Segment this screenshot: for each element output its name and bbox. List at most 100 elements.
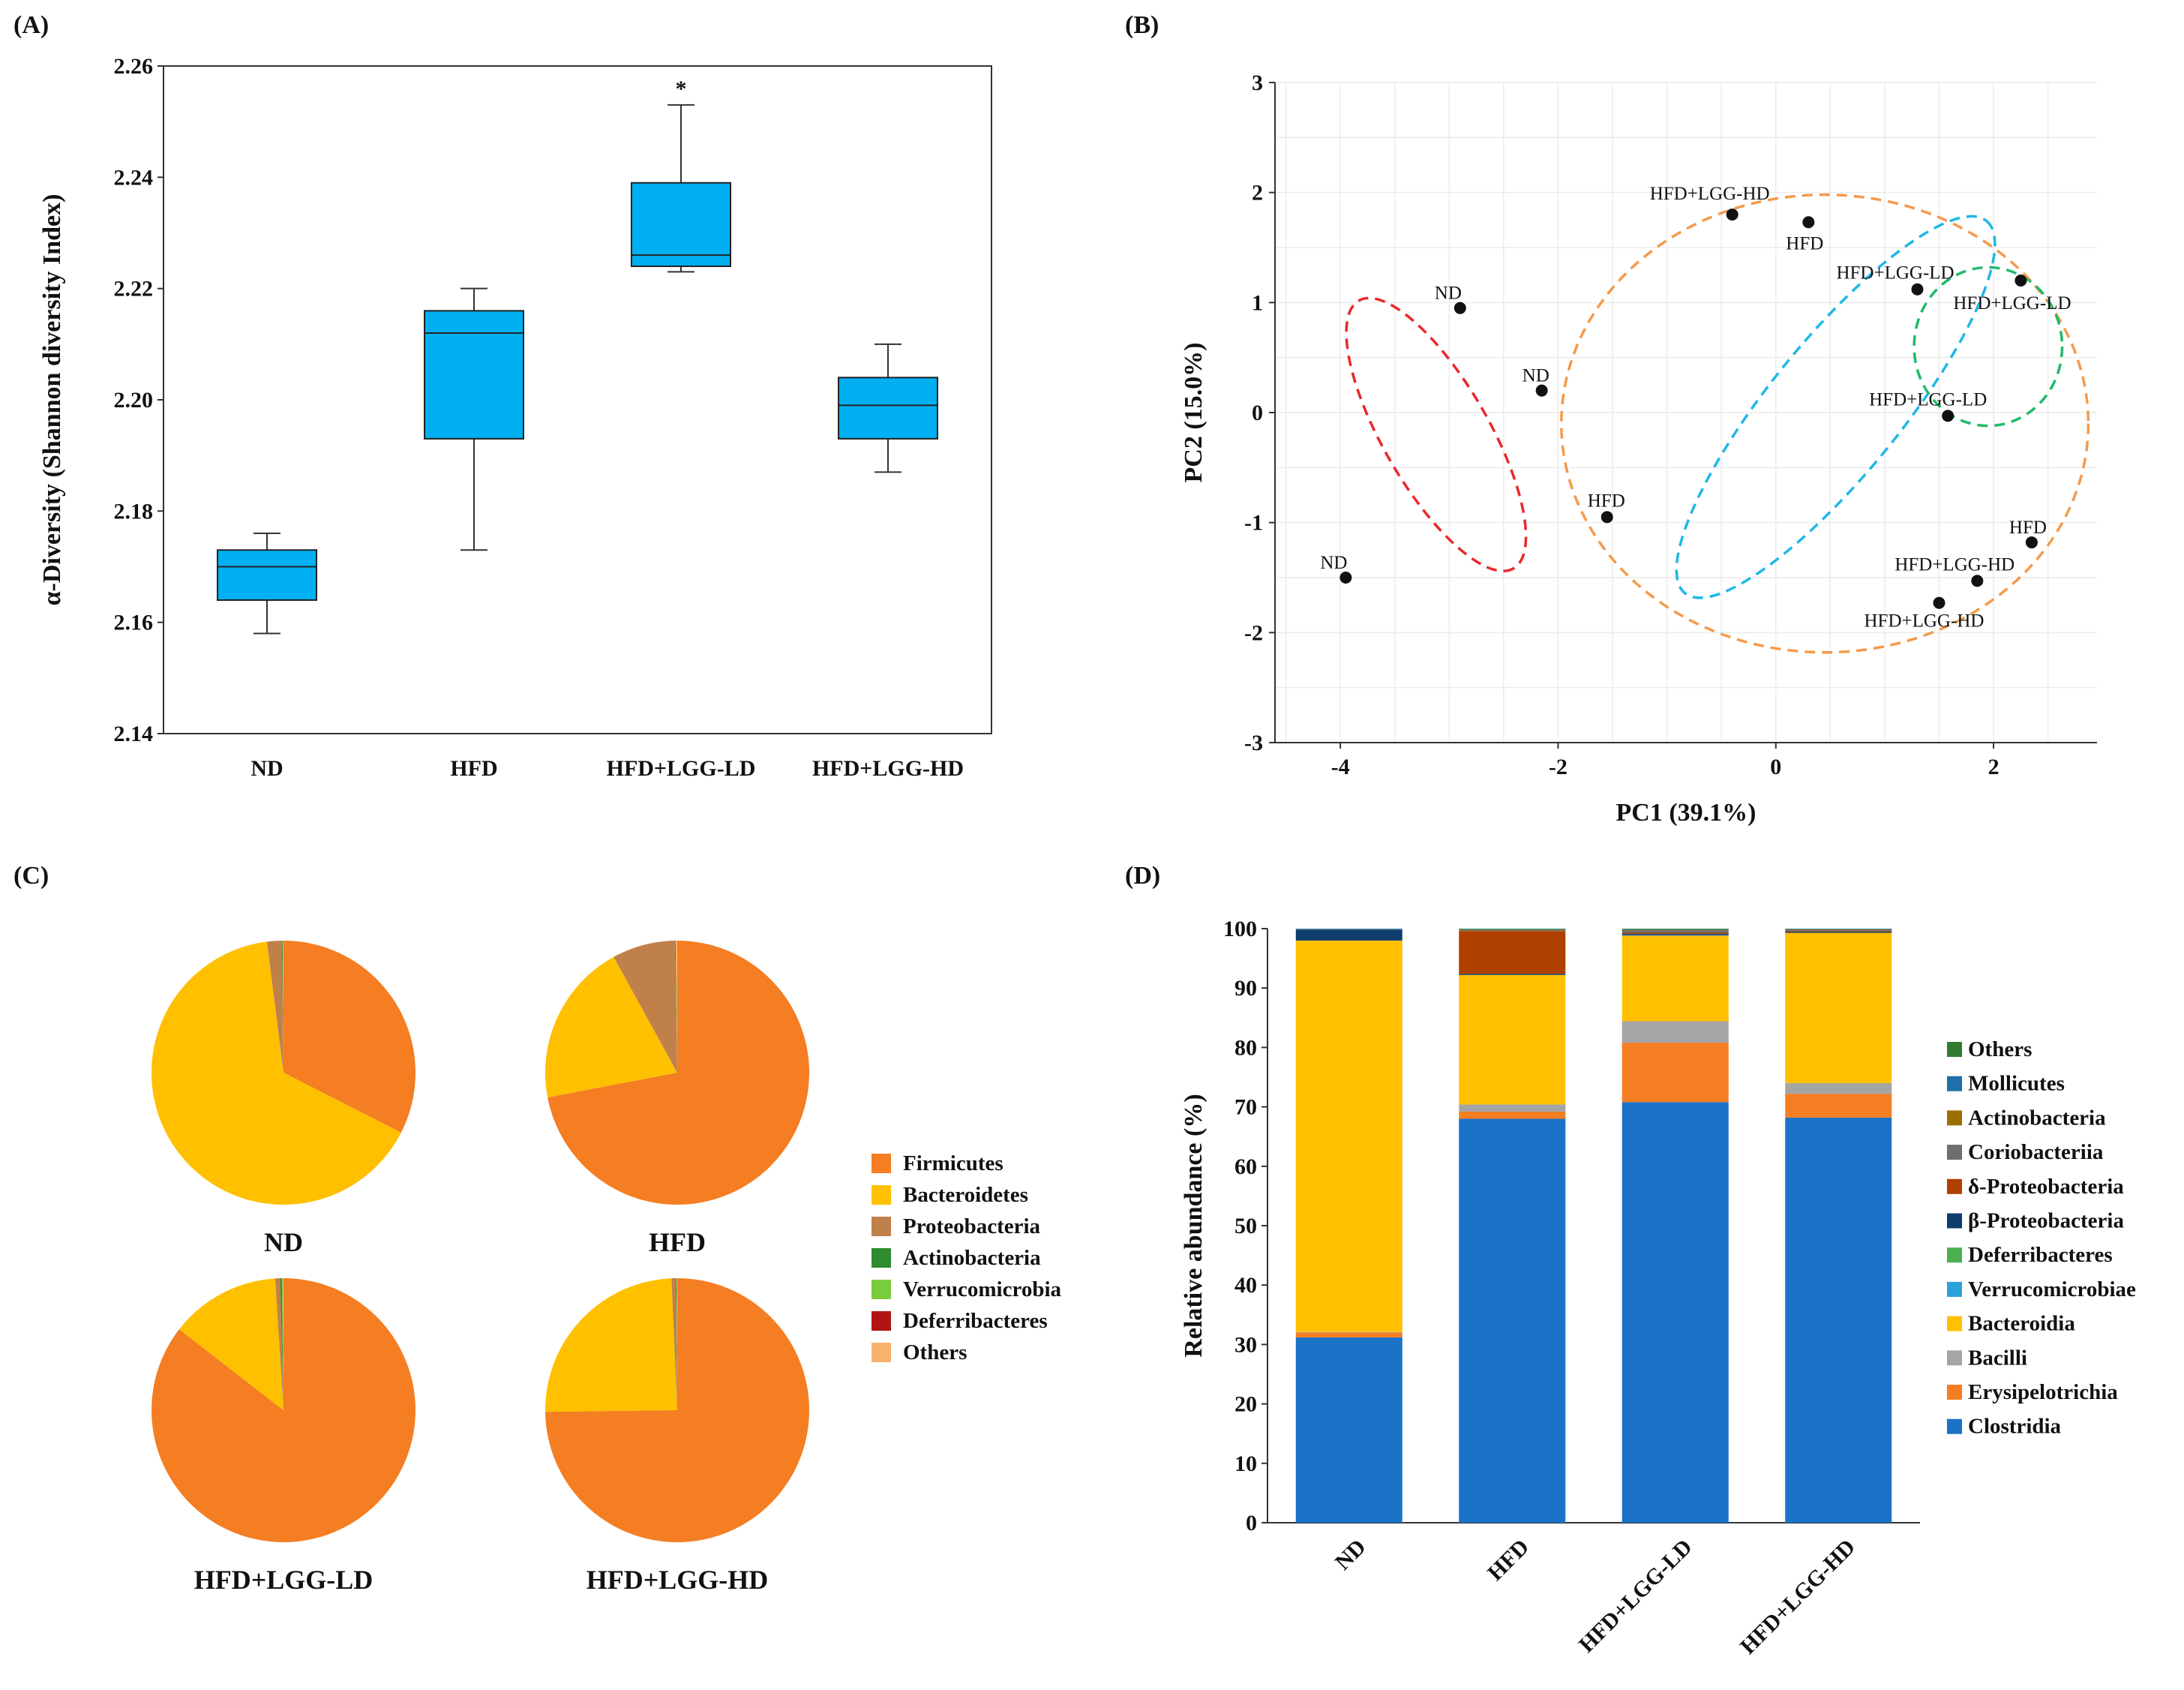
bar-segment-7	[1459, 931, 1566, 974]
bar-segment-9	[1622, 929, 1729, 931]
bar-segment-6	[1295, 929, 1402, 941]
pie-slice-0-0	[284, 941, 416, 1133]
legend-swatch	[872, 1154, 891, 1173]
bar-segment-1	[1622, 1043, 1729, 1103]
panel-d-stacked-bar: 0 10 20 30 40 50 60 70 80 90 100 ND HFD HFD+LGG-LD HFD…	[1180, 917, 2136, 1659]
bar-segment-7	[1622, 932, 1729, 935]
y-tick-label: 20	[1234, 1392, 1257, 1417]
bar-segment-3	[1785, 932, 1892, 1083]
y-tick-label: 0	[1252, 401, 1263, 425]
x-category-label: ND	[1330, 1535, 1371, 1575]
legend-label: Deferribacteres	[1968, 1243, 2113, 1267]
scatter-point	[1340, 572, 1352, 584]
x-category-label: HFD+LGG-LD	[607, 756, 756, 781]
bar-segment-0	[1295, 1337, 1402, 1523]
legend-swatch	[872, 1280, 891, 1299]
pie-slice-2-6	[282, 1278, 284, 1410]
pie-title: HFD	[649, 1227, 706, 1257]
legend-label: δ-Proteobacteria	[1968, 1175, 2124, 1199]
point-label: ND	[1522, 366, 1550, 386]
bar-segment-6	[1622, 934, 1729, 935]
y-tick-label: -2	[1244, 620, 1263, 645]
x-category-label: HFD	[450, 756, 497, 781]
legend-swatch	[1947, 1076, 1962, 1091]
bar-segment-1	[1295, 1332, 1402, 1337]
scatter-point	[1971, 575, 1984, 587]
y-tick-label: 30	[1234, 1332, 1257, 1357]
panel-label-b: (B)	[1125, 11, 1159, 39]
bar-segment-8	[1295, 929, 1402, 930]
y-tick-label: 2.18	[114, 499, 154, 524]
pie-slice-2-0	[152, 1278, 416, 1542]
x-tick-label: -2	[1549, 755, 1568, 779]
y-tick-label: 1	[1252, 290, 1263, 315]
legend-label: Actinobacteria	[1968, 1106, 2106, 1130]
x-category-label: HFD+LGG-HD	[1736, 1535, 1860, 1659]
bar-segment-8	[1459, 930, 1566, 932]
legend-label: Actinobacteria	[903, 1246, 1041, 1270]
scatter-point	[1600, 511, 1613, 524]
legend-swatch	[1947, 1418, 1962, 1434]
pie-slice-1-3	[674, 941, 677, 1073]
pie-slice-3-6	[676, 1278, 677, 1410]
bar-segment-9	[1459, 929, 1566, 931]
bar-segment-2	[1622, 1021, 1729, 1043]
legend-swatch	[872, 1185, 891, 1205]
legend-label: Bacteroidia	[1968, 1312, 2075, 1336]
pie-slice-2-2	[274, 1278, 284, 1410]
legend-swatch	[1947, 1316, 1962, 1331]
y-axis-label: α-Diversity (Shannon diversity Index)	[38, 194, 66, 606]
legend-swatch	[1947, 1281, 1962, 1297]
pie-slice-1-2	[614, 941, 677, 1073]
box-1	[424, 310, 524, 440]
legend-label: Deferribacteres	[903, 1309, 1048, 1333]
bar-segment-0	[1785, 1117, 1892, 1523]
y-tick-label: 2.20	[114, 388, 154, 413]
legend-swatch	[1947, 1042, 1962, 1057]
box-3	[838, 377, 938, 440]
pie-title: ND	[264, 1227, 303, 1257]
point-label: HFD	[1786, 233, 1823, 254]
scatter-point	[1454, 302, 1466, 314]
y-tick-label: 80	[1234, 1035, 1257, 1060]
legend-swatch	[1947, 1350, 1962, 1366]
bar-segment-7	[1785, 931, 1892, 932]
y-tick-label: -1	[1244, 511, 1263, 536]
point-label: HFD+LGG-HD	[1894, 554, 2014, 575]
bar-segment-10	[1459, 929, 1566, 930]
legend-swatch	[1947, 1247, 1962, 1263]
y-tick-label: 2.16	[114, 611, 154, 635]
bar-segment-8	[1622, 930, 1729, 933]
pie-slice-0-1	[151, 941, 401, 1205]
ellipse-0	[1345, 296, 1528, 573]
pie-slice-3-1	[545, 1278, 677, 1412]
legend-swatch	[1947, 1213, 1962, 1229]
x-category-label: HFD	[1483, 1535, 1534, 1586]
bar-segment-9	[1785, 929, 1892, 930]
legend-label: Verrucomicrobia	[903, 1277, 1062, 1301]
panel-a-boxplot: 2.14 2.16 2.18 2.20 2.22 2.24 2.26 ND HFD HFD+LGG…	[38, 54, 992, 781]
pie-slice-3-3	[675, 1278, 677, 1410]
scatter-point	[1911, 283, 1924, 296]
point-label: HFD+LGG-LD	[1953, 293, 2071, 314]
bar-segment-8	[1785, 929, 1892, 932]
legend-label: Bacilli	[1968, 1346, 2027, 1370]
pie-slice-2-3	[280, 1278, 284, 1410]
bar-segment-6	[1459, 974, 1566, 975]
bar-segment-3	[1622, 935, 1729, 1022]
pie-slice-2-4	[281, 1278, 284, 1410]
y-tick-label: 3	[1252, 71, 1263, 95]
box-0	[217, 549, 317, 601]
legend-label: Verrucomicrobiae	[1968, 1277, 2136, 1301]
x-category-label: HFD+LGG-LD	[1574, 1535, 1697, 1658]
y-tick-label: 2.22	[114, 277, 154, 302]
box-2	[631, 182, 731, 267]
bar-segment-0	[1459, 1118, 1566, 1523]
x-category-label: HFD+LGG-HD	[812, 756, 964, 781]
legend-label: Clostridia	[1968, 1415, 2062, 1439]
bar-segment-4	[1622, 935, 1729, 936]
significance-marker: *	[676, 77, 687, 101]
y-tick-label: 70	[1234, 1095, 1257, 1120]
y-tick-label: 0	[1246, 1511, 1257, 1535]
scatter-point	[1933, 596, 1946, 609]
